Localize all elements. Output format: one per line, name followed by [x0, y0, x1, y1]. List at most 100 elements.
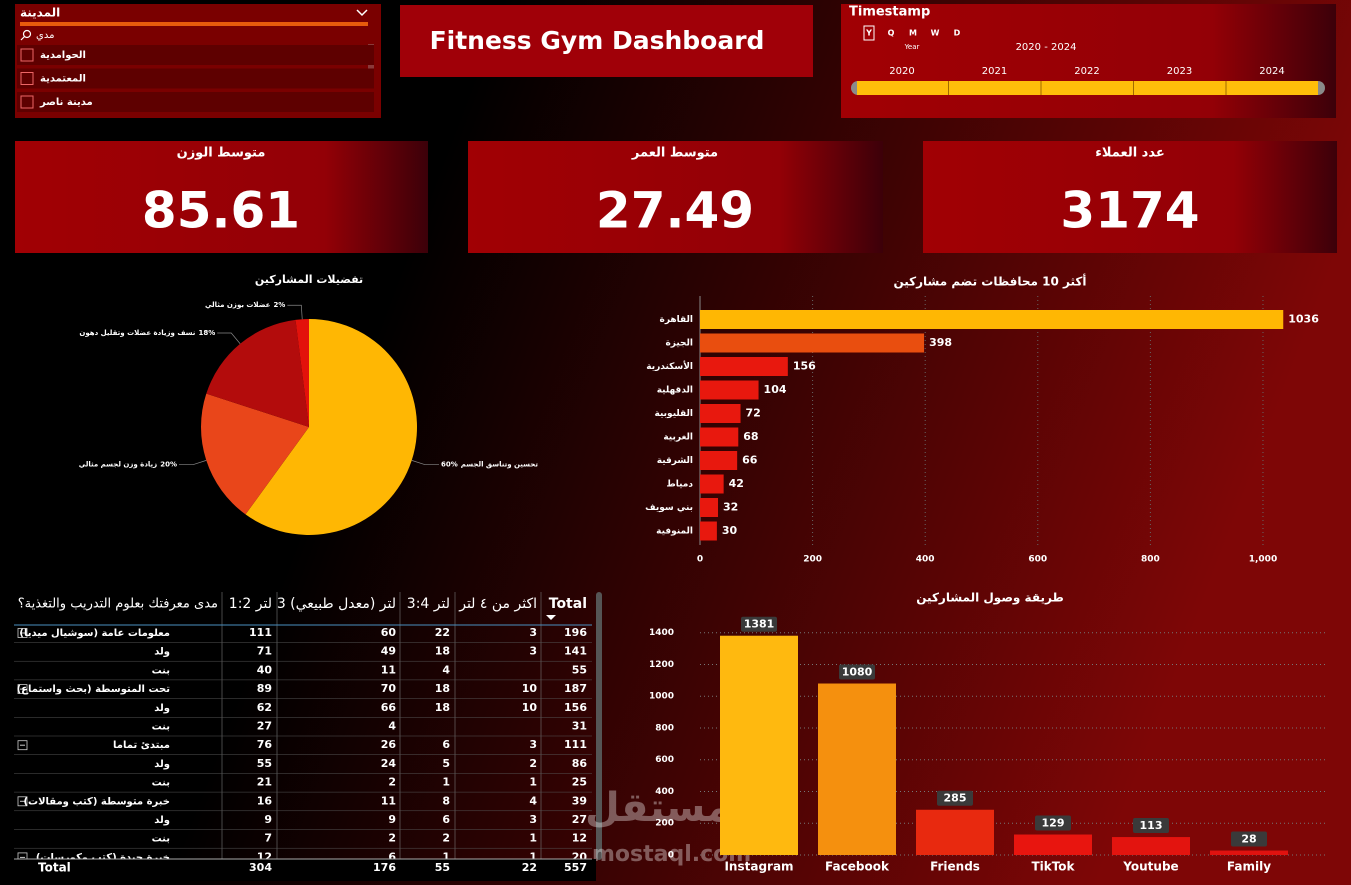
x-tick-label: 400	[916, 555, 935, 565]
cell: 18	[435, 701, 450, 714]
scrollbar[interactable]	[596, 592, 602, 860]
cell: 111	[249, 626, 272, 639]
pie-value-label: 18%	[198, 329, 215, 337]
slicer-chevron[interactable]	[356, 9, 368, 17]
x-tick-label: 0	[697, 555, 703, 565]
y-tick-label: 0	[668, 851, 674, 861]
column-header: اكثر من ٤ لتر	[458, 596, 537, 612]
y-tick-label: 400	[655, 787, 674, 797]
cell: 1	[529, 850, 537, 863]
data-label: 113	[1140, 819, 1163, 832]
x-tick-label: 600	[1028, 555, 1047, 565]
cell: 196	[564, 626, 587, 639]
timeline-year: 2022	[1074, 66, 1099, 77]
child-row-label: بنت	[152, 665, 170, 676]
expand-toggle[interactable]	[17, 684, 28, 694]
bar	[700, 521, 717, 541]
sort-arrow[interactable]	[546, 615, 556, 620]
child-row-label: ولد	[154, 647, 170, 658]
x-tick-label: 200	[803, 555, 822, 565]
cell: 2	[529, 757, 537, 770]
search-icon	[20, 36, 25, 41]
y-tick-label: الشرقية	[657, 456, 693, 466]
slicer-item[interactable]	[17, 45, 374, 65]
total-cell: 176	[373, 861, 396, 874]
cell: 1	[529, 832, 537, 845]
x-tick-label: 1,000	[1249, 555, 1277, 565]
cell: 6	[442, 813, 450, 826]
expand-toggle[interactable]	[17, 740, 28, 751]
scrollbar[interactable]	[368, 44, 374, 88]
kpi-value: 3174	[1060, 182, 1199, 240]
pie-category-label: نسف وزيادة عضلات وتقليل دهون	[79, 329, 195, 337]
data-label: 1036	[1288, 313, 1319, 326]
slicer-item[interactable]	[17, 68, 374, 89]
total-cell: 304	[249, 861, 272, 874]
slicer-item[interactable]	[17, 92, 374, 112]
bar	[720, 635, 798, 855]
pie-slice	[201, 393, 309, 515]
granularity-selected[interactable]	[863, 25, 875, 41]
timeline-selection[interactable]	[857, 81, 1318, 95]
slicer-item-label: المعتمدية	[40, 74, 86, 85]
cell: 3	[529, 645, 537, 658]
data-label: 129	[1042, 817, 1065, 830]
kpi-label: متوسط العمر	[631, 146, 718, 161]
x-tick-label: TikTok	[1031, 860, 1075, 874]
checkbox[interactable]	[20, 48, 34, 62]
pie-value-label: 2%	[273, 301, 285, 309]
bar	[1210, 850, 1288, 855]
cell: 187	[564, 682, 587, 695]
cell: 6	[442, 738, 450, 751]
cell: 27	[257, 720, 272, 733]
cell: 76	[257, 738, 273, 751]
cell: 10	[522, 701, 538, 714]
bar	[700, 333, 925, 353]
slicer-search: مدي	[36, 30, 54, 41]
data-label: 28	[1241, 833, 1256, 846]
bar	[700, 310, 1284, 329]
cell: 3	[529, 738, 537, 751]
cell: 49	[381, 645, 396, 658]
bar	[700, 474, 724, 494]
cell: 7	[264, 832, 272, 845]
cell: 156	[564, 701, 587, 714]
expand-toggle[interactable]	[17, 628, 28, 638]
total-row	[14, 859, 596, 881]
bar	[818, 683, 896, 855]
x-tick-label: Facebook	[825, 860, 890, 874]
y-tick-label: الغربية	[663, 433, 693, 443]
cell: 18	[435, 682, 450, 695]
row-label: مبتدئ تماما	[113, 740, 170, 751]
kpi-card	[468, 141, 883, 253]
cell: 3	[529, 813, 537, 826]
data-label: 32	[723, 501, 738, 514]
pie-category-label: عضلات بوزن مثالي	[205, 301, 271, 309]
cell: 31	[572, 720, 587, 733]
cell: 2	[388, 832, 396, 845]
bar	[700, 451, 738, 470]
expand-toggle[interactable]	[17, 796, 28, 807]
checkbox[interactable]	[20, 95, 34, 109]
data-label: 156	[793, 360, 816, 373]
y-tick-label: 1400	[649, 628, 674, 638]
row-label: معلومات عامة (سوشيال ميديا)	[19, 628, 170, 639]
cell: 25	[572, 776, 587, 789]
granularity-option: W	[931, 29, 940, 38]
x-tick-label: Youtube	[1122, 860, 1178, 874]
slicer-item-label: مدينة ناصر	[39, 97, 93, 108]
cell: 6	[388, 850, 396, 863]
cell: 60	[381, 626, 397, 639]
total-cell: 557	[564, 861, 587, 874]
kpi-card	[923, 141, 1337, 253]
cell: 26	[381, 738, 397, 751]
cell: 55	[257, 757, 272, 770]
timeline-slicer	[841, 4, 1336, 118]
cell: 4	[442, 663, 450, 676]
checkbox[interactable]	[20, 72, 34, 85]
bar	[700, 357, 788, 376]
cell: 62	[257, 701, 272, 714]
cell: 39	[572, 794, 587, 807]
pie-value-label: 20%	[160, 461, 177, 469]
